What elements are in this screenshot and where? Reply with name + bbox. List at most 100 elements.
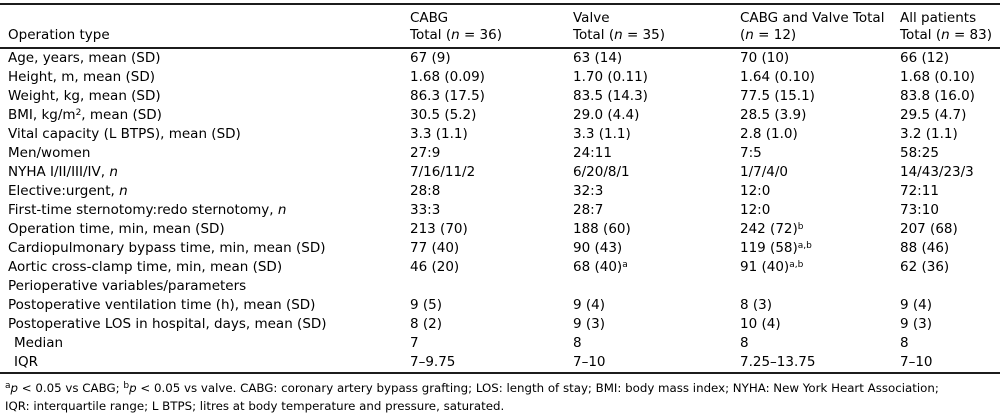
- cell-value: 1.68 (0.10): [900, 69, 975, 85]
- cell-value: 83.8 (16.0): [900, 88, 975, 104]
- row-label: Perioperative variables/parameters: [8, 278, 247, 294]
- column-subtitle: Total (n = 36): [410, 27, 502, 43]
- cell-value: [900, 277, 1000, 296]
- cell-value: [573, 277, 740, 296]
- column-header-all-patients: All patients Total (n = 83): [900, 4, 1000, 49]
- table-row: Median 7 8 8 8: [0, 334, 1000, 353]
- cell-value: 33:3: [410, 202, 441, 218]
- cell-value: 68 (40)a: [573, 259, 628, 275]
- row-label: IQR: [0, 353, 410, 374]
- cell-value: 207 (68): [900, 221, 958, 237]
- cell-value: 28:8: [410, 183, 441, 199]
- column-subtitle: Total (n = 35): [573, 27, 665, 43]
- cell-value: 77 (40): [410, 240, 460, 256]
- cell-value: 3.2 (1.1): [900, 126, 958, 142]
- table-footnote: ap < 0.05 vs CABG; bp < 0.05 vs valve. C…: [0, 374, 1000, 415]
- cell-value: 213 (70): [410, 221, 468, 237]
- cell-value: 7–9.75: [410, 353, 573, 374]
- table-row: Height, m, mean (SD) 1.68 (0.09) 1.70 (0.1…: [0, 68, 1000, 87]
- cell-value: 29.0 (4.4): [573, 107, 640, 123]
- cell-value: 10 (4): [740, 316, 781, 332]
- cell-value: 72:11: [900, 183, 939, 199]
- cell-value: 7/16/11/2: [410, 164, 476, 180]
- cell-value: 7:5: [740, 145, 762, 161]
- cell-value: 28:7: [573, 202, 604, 218]
- table-row: Cardiopulmonary bypass time, min, mean (…: [0, 239, 1000, 258]
- column-header-cabg-and-valve: CABG and Valve Total (n = 12): [740, 4, 900, 49]
- row-label: Vital capacity (L BTPS), mean (SD): [8, 126, 241, 142]
- data-table: Operation type CABG Total (n = 36) Valve…: [0, 3, 1000, 374]
- row-label: NYHA I/II/III/IV, n: [8, 164, 118, 180]
- cell-value: 1.70 (0.11): [573, 69, 648, 85]
- row-label: Cardiopulmonary bypass time, min, mean (…: [8, 240, 326, 256]
- table-row: Perioperative variables/parameters: [0, 277, 1000, 296]
- table-row: Postoperative LOS in hospital, days, mea…: [0, 315, 1000, 334]
- table-row: IQR 7–9.75 7–10 7.25–13.75 7–10: [0, 353, 1000, 374]
- cell-value: 8 (2): [410, 316, 443, 332]
- row-label: First-time sternotomy:redo sternotomy, n: [8, 202, 287, 218]
- cell-value: 1.64 (0.10): [740, 69, 815, 85]
- table-row: Postoperative ventilation time (h), mean…: [0, 296, 1000, 315]
- cell-value: 30.5 (5.2): [410, 107, 477, 123]
- table-row: Weight, kg, mean (SD) 86.3 (17.5) 83.5 (14…: [0, 87, 1000, 106]
- cell-value: 62 (36): [900, 259, 950, 275]
- footnote-line-2: IQR: interquartile range; L BTPS; litres…: [5, 399, 505, 413]
- cell-value: 91 (40)a,b: [740, 259, 804, 275]
- cell-value: 8: [900, 335, 909, 351]
- table-row: Men/women 27:9 24:11 7:5 58:25: [0, 144, 1000, 163]
- row-label: Postoperative LOS in hospital, days, mea…: [8, 316, 327, 332]
- cell-value: 9 (4): [573, 297, 606, 313]
- cell-value: 9 (3): [900, 316, 933, 332]
- header-row: Operation type CABG Total (n = 36) Valve…: [0, 4, 1000, 49]
- cell-value: 66 (12): [900, 50, 950, 66]
- cell-value: 7–10: [573, 353, 740, 374]
- row-label: Age, years, mean (SD): [8, 50, 161, 66]
- column-header-label: Operation type: [8, 27, 110, 43]
- cell-value: 119 (58)a,b: [740, 240, 812, 256]
- cell-value: 1.68 (0.09): [410, 69, 485, 85]
- column-header-valve: Valve Total (n = 35): [573, 4, 740, 49]
- cell-value: 12:0: [740, 202, 771, 218]
- cell-value: 7: [410, 335, 419, 351]
- cell-value: 8 (3): [740, 297, 773, 313]
- cell-value: 2.8 (1.0): [740, 126, 798, 142]
- cell-value: 46 (20): [410, 259, 460, 275]
- cell-value: 1/7/4/0: [740, 164, 789, 180]
- table-body: Age, years, mean (SD) 67 (9) 63 (14) 70 (10…: [0, 48, 1000, 374]
- row-label: Operation time, min, mean (SD): [8, 221, 225, 237]
- cell-value: 242 (72)b: [740, 221, 804, 237]
- cell-value: 7.25–13.75: [740, 353, 900, 374]
- cell-value: 27:9: [410, 145, 441, 161]
- cell-value: [740, 277, 900, 296]
- cell-value: 9 (3): [573, 316, 606, 332]
- table-row: BMI, kg/m2, mean (SD) 30.5 (5.2) 29.0 (4.4…: [0, 106, 1000, 125]
- row-label: Median: [14, 335, 64, 351]
- cell-value: 8: [573, 335, 582, 351]
- cell-value: 9 (4): [900, 297, 933, 313]
- row-label: BMI, kg/m2, mean (SD): [8, 107, 162, 123]
- cell-value: 8: [740, 335, 749, 351]
- cell-value: 3.3 (1.1): [410, 126, 468, 142]
- table-row: Age, years, mean (SD) 67 (9) 63 (14) 70 (10…: [0, 48, 1000, 68]
- cell-value: 3.3 (1.1): [573, 126, 631, 142]
- column-title: CABG and Valve Total: [740, 10, 885, 26]
- cell-value: 88 (46): [900, 240, 950, 256]
- table-row: NYHA I/II/III/IV, n 7/16/11/2 6/20/8/1 1/7/…: [0, 163, 1000, 182]
- column-title: All patients: [900, 10, 977, 26]
- row-label: Weight, kg, mean (SD): [8, 88, 161, 104]
- cell-value: 70 (10): [740, 50, 790, 66]
- cell-value: 83.5 (14.3): [573, 88, 648, 104]
- table-row: Elective:urgent, n 28:8 32:3 12:0 72:11: [0, 182, 1000, 201]
- cell-value: 9 (5): [410, 297, 443, 313]
- column-header-cabg: CABG Total (n = 36): [410, 4, 573, 49]
- cell-value: [410, 277, 573, 296]
- cell-value: 24:11: [573, 145, 612, 161]
- cell-value: 63 (14): [573, 50, 623, 66]
- table-row: Aortic cross-clamp time, min, mean (SD) 4…: [0, 258, 1000, 277]
- column-title: CABG: [410, 10, 449, 26]
- cell-value: 67 (9): [410, 50, 451, 66]
- row-label: Height, m, mean (SD): [8, 69, 156, 85]
- cell-value: 6/20/8/1: [573, 164, 630, 180]
- row-label: Postoperative ventilation time (h), mean…: [8, 297, 316, 313]
- cell-value: 28.5 (3.9): [740, 107, 807, 123]
